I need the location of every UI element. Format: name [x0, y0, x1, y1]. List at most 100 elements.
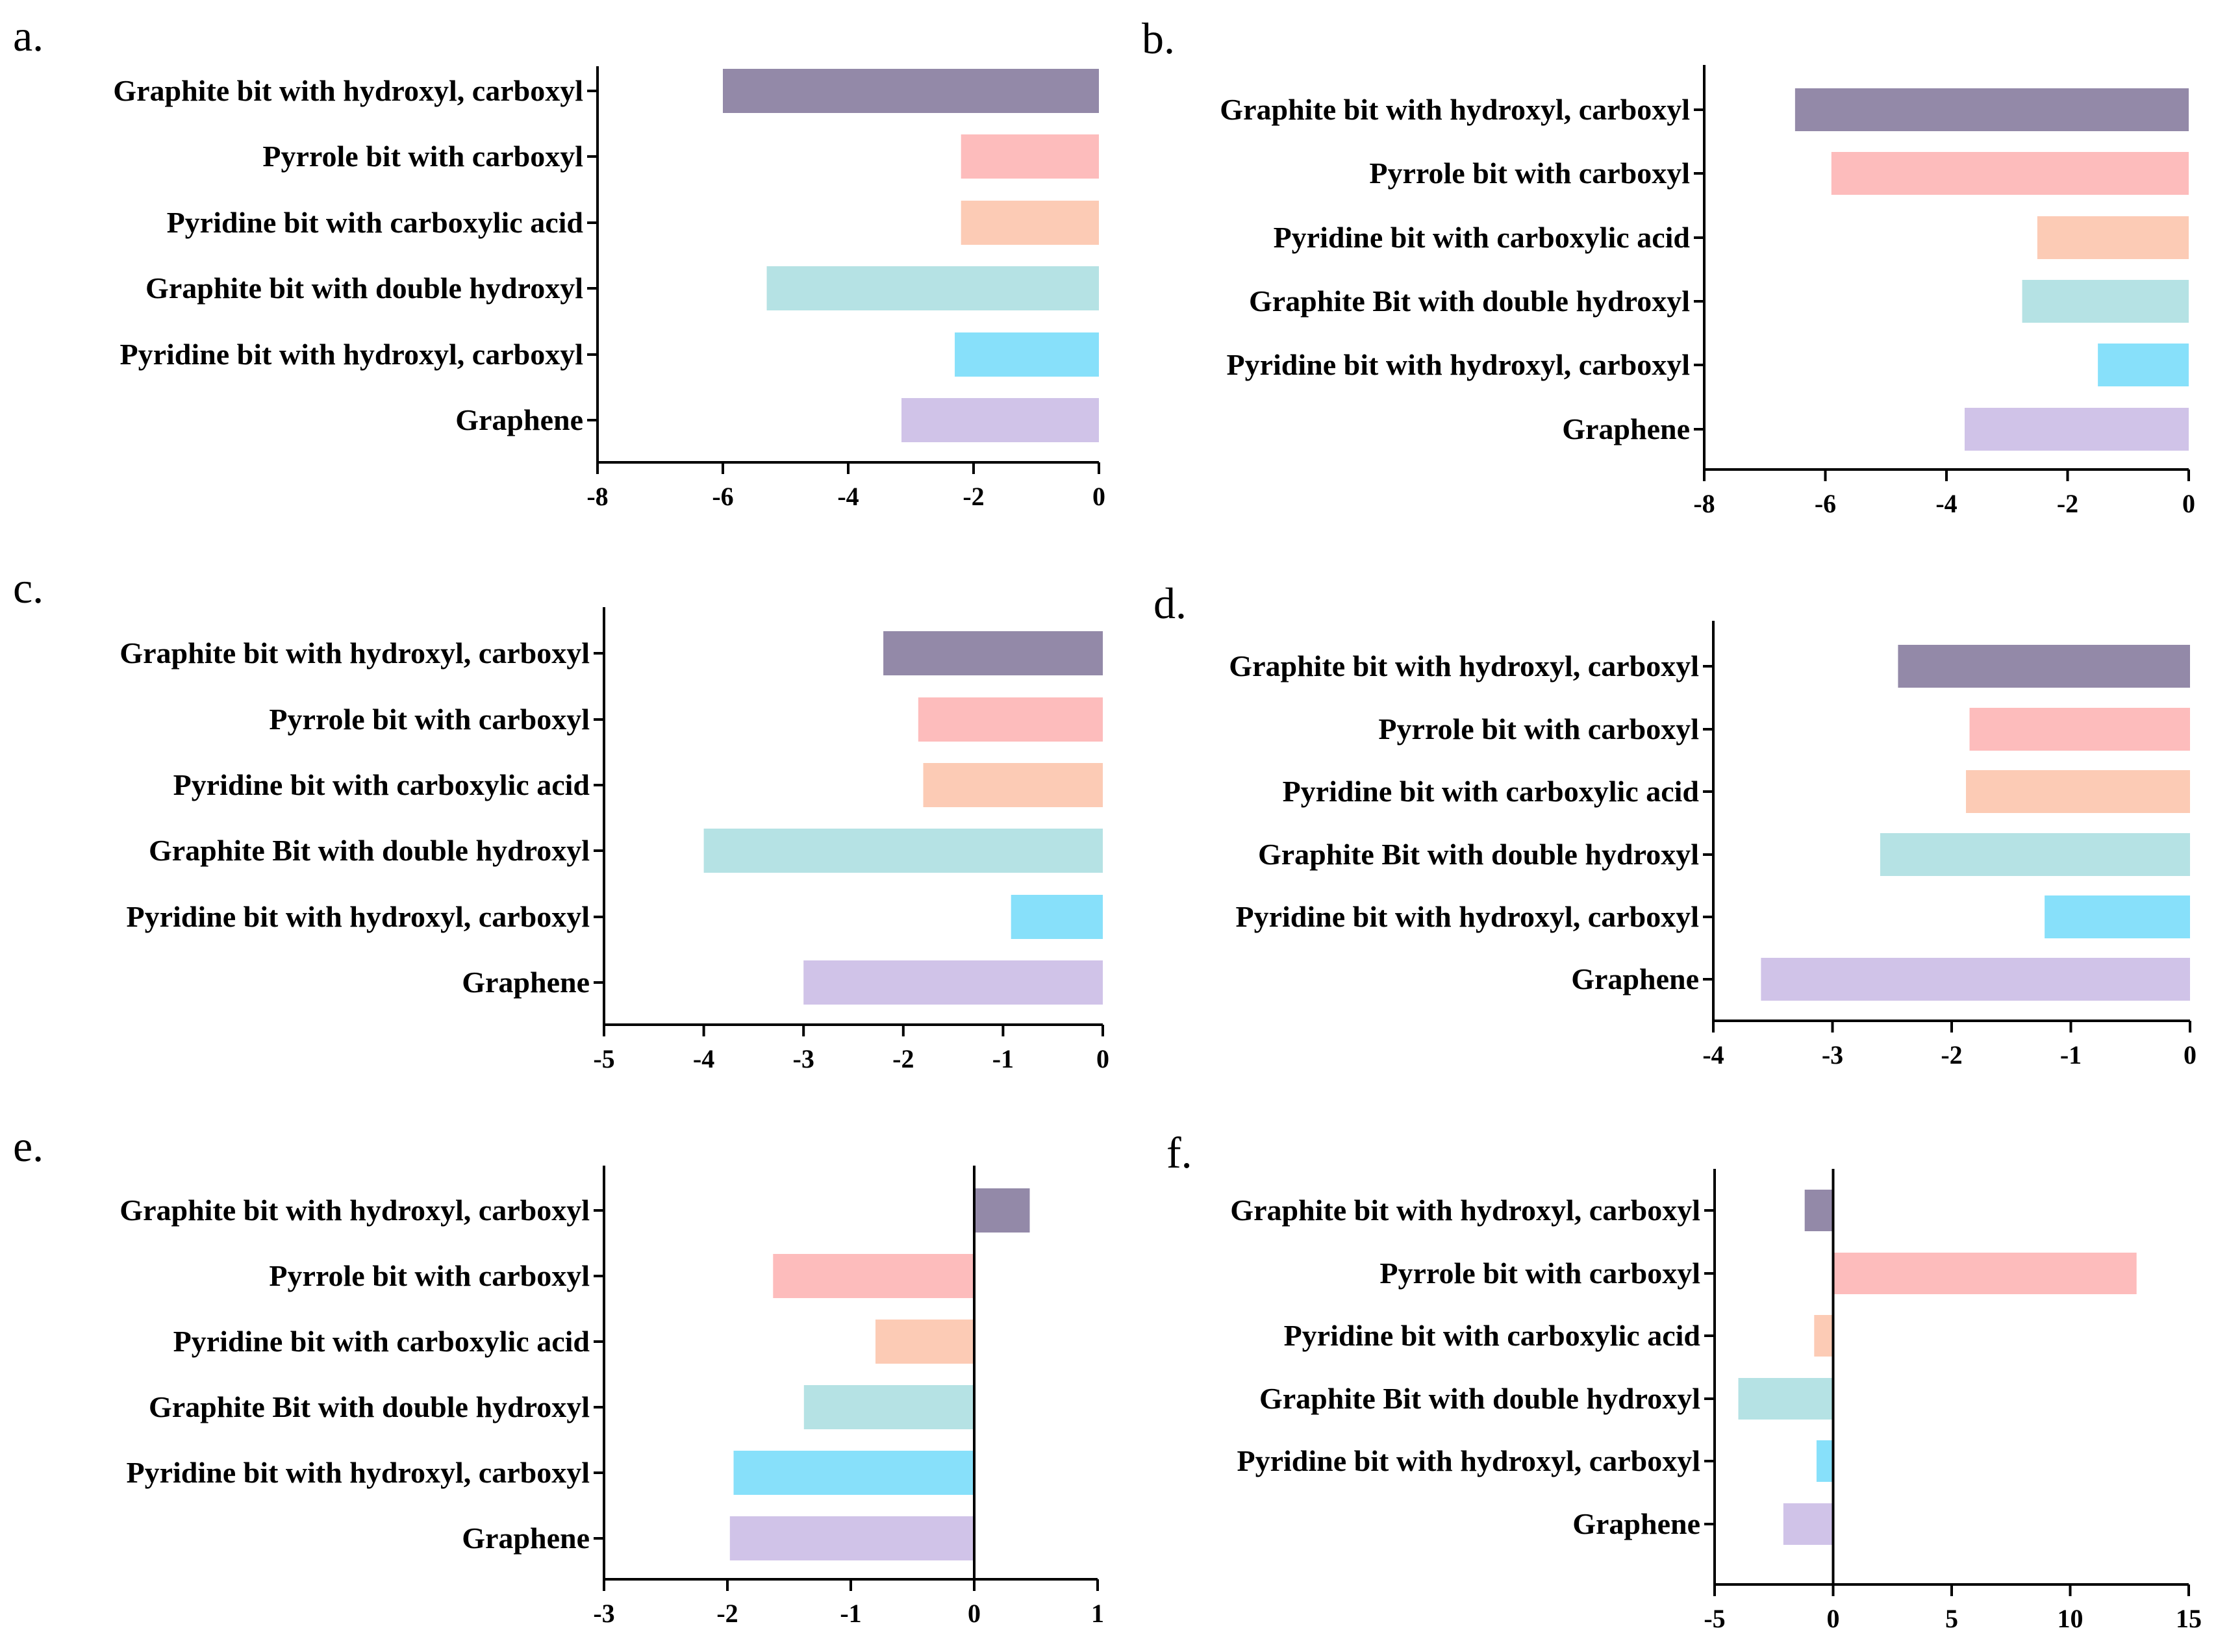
panel-a: a. Graphite bit with hydroxyl, carboxyl Py…: [13, 11, 1105, 511]
bar-graphene: [901, 398, 1099, 442]
bar-graphite-hydroxyl-carboxyl: [1804, 1190, 1833, 1231]
bar-pyridine-carboxylic-acid: [875, 1320, 974, 1364]
bar-pyrrole-carboxyl: [961, 134, 1099, 179]
panel-letter: b.: [1142, 14, 1175, 63]
panel-b: b. Graphite bit with hydroxyl, carboxyl Py…: [1142, 14, 2195, 518]
bar-graphite-hydroxyl-carboxyl: [1898, 645, 2190, 688]
x-tick-label: -3: [1822, 1040, 1843, 1070]
bar-pyridine-hydroxyl-carboxyl: [2045, 895, 2190, 938]
x-tick-label: 0: [1096, 1044, 1109, 1073]
category-label: Pyrrole bit with carboxyl: [1369, 156, 1690, 190]
x-tick-label: 0: [1092, 482, 1105, 511]
category-label: Graphene: [1571, 962, 1699, 995]
category-label: Pyridine bit with hydroxyl, carboxyl: [1236, 900, 1699, 933]
category-label: Graphene: [462, 966, 590, 999]
x-tick-label: -1: [2060, 1040, 2082, 1070]
x-tick-label: -4: [837, 482, 859, 511]
category-label: Graphene: [462, 1521, 590, 1555]
category-label: Graphite Bit with double hydroxyl: [149, 834, 590, 867]
bar-pyrrole-carboxyl: [773, 1254, 974, 1298]
x-tick-label: -2: [716, 1599, 738, 1628]
bar-pyrrole-carboxyl: [1833, 1253, 2137, 1294]
x-tick-label: -2: [1941, 1040, 1962, 1070]
bar-graphite-double-hydroxyl: [1738, 1378, 1833, 1420]
panel-letter: c.: [13, 563, 44, 612]
x-tick-label: 15: [2176, 1604, 2202, 1633]
category-label: Pyrrole bit with carboxyl: [1378, 712, 1699, 745]
bar-graphite-hydroxyl-carboxyl: [723, 69, 1099, 113]
bar-pyridine-carboxylic-acid: [961, 201, 1099, 245]
category-label: Graphite bit with hydroxyl, carboxyl: [1229, 649, 1699, 682]
bar-pyridine-hydroxyl-carboxyl: [2098, 344, 2189, 386]
x-tick-label: 1: [1091, 1599, 1104, 1628]
category-label: Graphene: [1562, 412, 1690, 445]
bar-pyrrole-carboxyl: [1969, 708, 2190, 751]
bar-graphite-hydroxyl-carboxyl: [883, 631, 1103, 675]
bar-graphene: [1783, 1503, 1833, 1545]
category-label: Graphite Bit with double hydroxyl: [149, 1390, 590, 1423]
bar-pyridine-hydroxyl-carboxyl: [733, 1451, 974, 1495]
x-tick-label: -5: [1704, 1604, 1725, 1633]
bar-pyridine-hydroxyl-carboxyl: [1816, 1440, 1833, 1482]
category-label: Graphite bit with hydroxyl, carboxyl: [113, 74, 583, 107]
x-tick-label: -1: [840, 1599, 861, 1628]
x-tick-label: -8: [586, 482, 608, 511]
x-tick-label: 0: [2182, 489, 2195, 518]
category-label: Pyridine bit with hydroxyl, carboxyl: [1237, 1444, 1700, 1477]
category-label: Pyridine bit with hydroxyl, carboxyl: [127, 1456, 590, 1489]
bar-graphene: [803, 960, 1103, 1005]
bar-graphite-hydroxyl-carboxyl: [1794, 88, 2189, 131]
panel-letter: d.: [1153, 579, 1187, 628]
panel-letter: f.: [1166, 1128, 1192, 1177]
bar-pyridine-carboxylic-acid: [2037, 216, 2189, 259]
category-label: Pyridine bit with carboxylic acid: [1284, 1319, 1701, 1352]
x-tick-label: -4: [1935, 489, 1957, 518]
bar-pyridine-carboxylic-acid: [1966, 770, 2190, 813]
x-tick-label: -8: [1693, 489, 1715, 518]
bar-graphene: [1761, 958, 2190, 1001]
x-tick-label: -6: [712, 482, 733, 511]
category-label: Graphite bit with hydroxyl, carboxyl: [1230, 1194, 1700, 1227]
bar-graphite-hydroxyl-carboxyl: [974, 1188, 1030, 1233]
x-tick-label: -2: [963, 482, 984, 511]
x-tick-label: 10: [2058, 1604, 2084, 1633]
category-label: Graphite Bit with double hydroxyl: [1249, 284, 1690, 318]
category-label: Graphite bit with hydroxyl, carboxyl: [1220, 93, 1690, 126]
bar-pyridine-hydroxyl-carboxyl: [955, 332, 1099, 377]
panel-f: f. Graphite bit with hydroxyl, carboxyl Py…: [1166, 1128, 2202, 1633]
category-label: Pyridine bit with carboxylic acid: [1283, 775, 1700, 808]
category-label: Graphite Bit with double hydroxyl: [1258, 838, 1699, 871]
category-label: Pyrrole bit with carboxyl: [269, 1259, 590, 1292]
category-label: Pyridine bit with carboxylic acid: [1274, 221, 1691, 254]
panel-letter: a.: [13, 11, 44, 60]
bar-pyrrole-carboxyl: [1831, 152, 2189, 195]
bar-pyrrole-carboxyl: [918, 697, 1103, 742]
category-label: Pyridine bit with hydroxyl, carboxyl: [120, 338, 583, 371]
bar-graphite-double-hydroxyl: [766, 266, 1099, 310]
panel-letter: e.: [13, 1121, 44, 1171]
category-label: Graphene: [455, 403, 583, 436]
x-tick-label: -4: [693, 1044, 714, 1073]
category-label: Pyrrole bit with carboxyl: [1379, 1257, 1700, 1290]
bar-graphite-double-hydroxyl: [803, 1385, 974, 1429]
bar-pyridine-carboxylic-acid: [923, 763, 1103, 807]
x-tick-label: 0: [968, 1599, 981, 1628]
x-tick-label: 0: [1827, 1604, 1840, 1633]
bar-graphite-double-hydroxyl: [2022, 280, 2189, 323]
bar-pyridine-hydroxyl-carboxyl: [1011, 895, 1103, 939]
category-label: Pyridine bit with carboxylic acid: [173, 768, 590, 801]
category-label: Graphene: [1572, 1507, 1700, 1540]
x-tick-label: -3: [793, 1044, 814, 1073]
x-tick-label: -2: [892, 1044, 914, 1073]
category-label: Graphite bit with hydroxyl, carboxyl: [120, 636, 590, 670]
panel-c: c. Graphite bit with hydroxyl, carboxyl Py…: [13, 563, 1109, 1073]
bar-graphene: [1964, 408, 2189, 451]
x-tick-label: -4: [1702, 1040, 1724, 1070]
bar-graphite-double-hydroxyl: [703, 829, 1103, 873]
category-label: Graphite bit with hydroxyl, carboxyl: [120, 1194, 590, 1227]
category-label: Graphite bit with double hydroxyl: [145, 271, 583, 305]
category-label: Pyridine bit with carboxylic acid: [173, 1325, 590, 1358]
panel-d: d. Graphite bit with hydroxyl, carboxyl Py…: [1153, 579, 2197, 1070]
x-tick-label: -1: [992, 1044, 1014, 1073]
